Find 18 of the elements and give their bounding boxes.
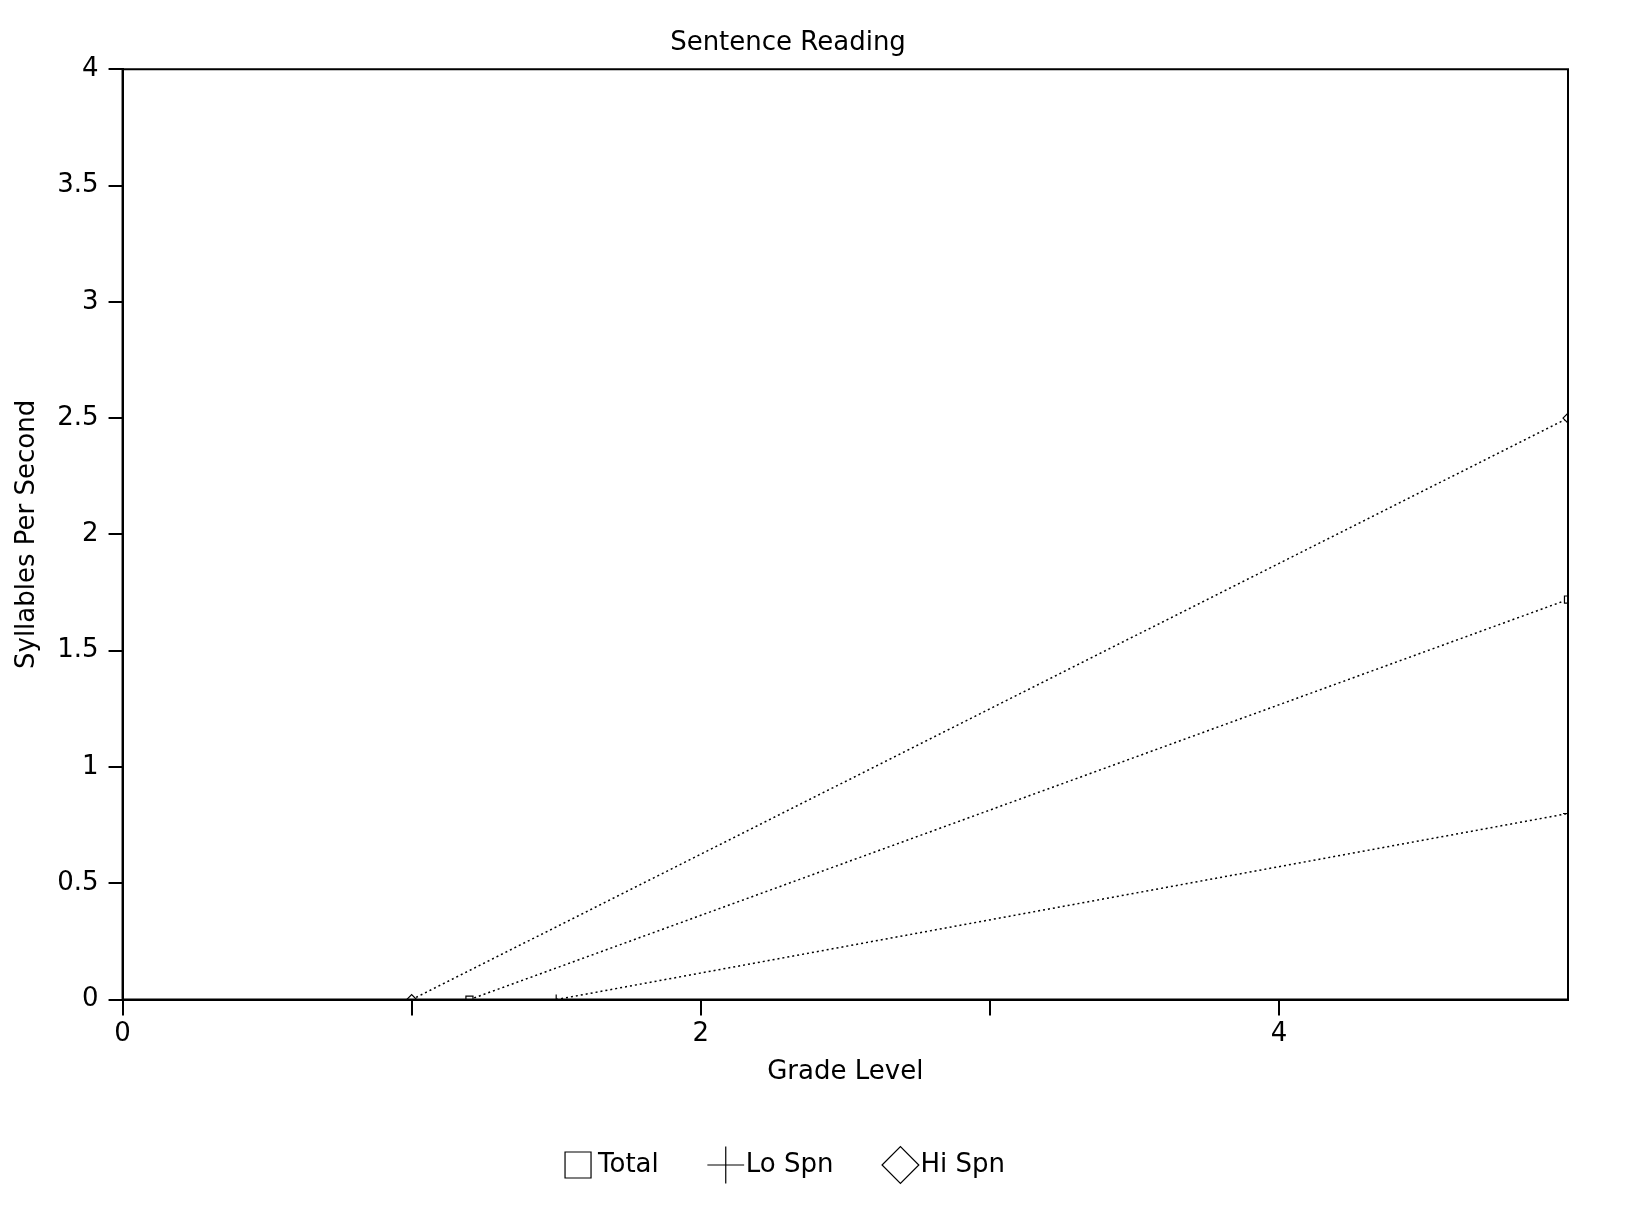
legend-label: Hi Spn <box>920 1147 1005 1178</box>
chart-title: Sentence Reading <box>670 26 906 57</box>
x-axis-title: Grade Level <box>767 1055 924 1086</box>
x-tick-label: 2 <box>692 1016 709 1047</box>
y-tick-label: 3.5 <box>57 168 99 199</box>
y-tick-label: 1 <box>82 749 99 780</box>
legend-label: Total <box>597 1147 659 1178</box>
x-tick-label: 4 <box>1270 1016 1288 1047</box>
y-tick-label: 0 <box>82 982 99 1013</box>
x-tick-label: 0 <box>114 1016 131 1047</box>
y-tick-label: 2 <box>82 517 99 548</box>
y-tick-label: 2.5 <box>57 400 99 431</box>
y-tick-label: 3 <box>82 284 99 315</box>
y-tick-label: 0.5 <box>57 866 99 897</box>
y-tick-label: 4 <box>82 51 99 82</box>
y-tick-label: 1.5 <box>57 633 99 664</box>
y-axis-title: Syllables Per Second <box>10 399 41 669</box>
legend-label: Lo Spn <box>745 1147 834 1178</box>
